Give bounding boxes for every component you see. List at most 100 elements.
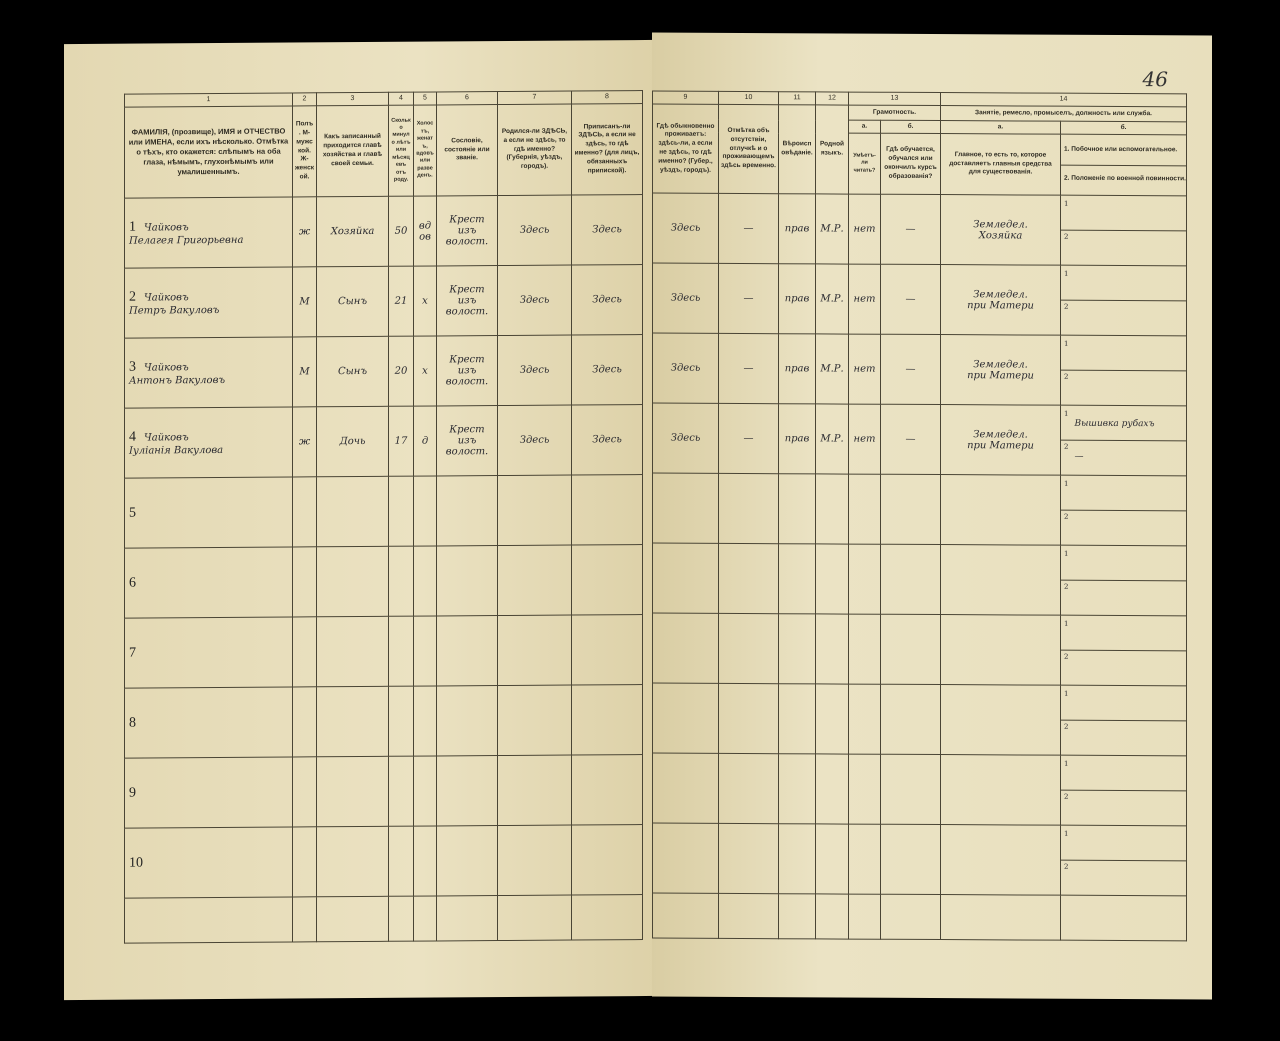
estate: изъ волост. [445,225,489,248]
table-row: 5 [124,474,643,549]
registered-place: Здесь [592,224,622,236]
age: 20 [394,365,408,377]
main-occupation [943,580,1058,581]
table-row: Здесь — прав М.Р. нет — Земледел. при Матери 1 2 [652,333,1187,406]
military-status: 2 [1061,300,1186,334]
military-status: 2 [1061,370,1186,404]
sex: М [299,296,310,308]
side-occupation: 1 [1061,757,1187,791]
header-occupation: Занятіе, ремесло, промыселъ, должность и… [940,105,1187,122]
col-number: 2 [292,92,317,106]
census-table-right: 9 10 11 12 13 14 Гдѣ обыкновенно прожива… [652,91,1187,942]
main-occupation: при Матери [967,369,1034,382]
residence: Здесь [670,362,701,374]
main-occupation [943,650,1058,651]
can-read: нет [853,223,876,235]
header-row: ФАМИЛІЯ, (прозвище), ИМЯ и ОТЧЕСТВО или … [124,103,643,199]
relation: Хозяйка [330,225,375,238]
header-marital: Холостъ, женатъ, вдовъ или разведенъ. [413,104,437,197]
col-number: 4 [388,92,414,106]
main-occupation [943,860,1058,861]
surname: Чайковъ [144,432,189,444]
age: 21 [394,295,408,307]
header-relation: Какъ записанный приходится главѣ хозяйст… [316,105,389,197]
row-number: 2 [129,289,136,305]
marital-status: х [422,295,428,307]
age: 17 [394,435,408,447]
main-occupation: при Матери [967,439,1034,452]
table-row: 2 Чайковъ Петръ Вакуловъ М Сынъ 21 х Крест изъ в… [124,264,643,339]
table-row: Здесь — прав М.Р. нет — Земледел. при Матери 1 Вы… [652,403,1187,476]
header-side-occupation: 1. Побочное или вспомогательное. 2. Поло… [1060,134,1187,196]
marital-status: вдов [418,220,432,243]
sub-number: 1 [1064,409,1069,418]
religion: прав [784,363,810,375]
row-number: 8 [129,715,136,731]
header-group-row: Гдѣ обыкновенно проживаетъ: здѣсь-ли, а … [652,104,1187,195]
side-occupation: 1 Вышивка рубахъ [1061,407,1187,441]
sub-number: 1 [1064,829,1069,838]
registered-place: Здесь [592,294,622,306]
page-number: 46 [1142,67,1168,92]
religion: прав [784,433,810,445]
name-line-1: 8 [129,714,290,731]
row-number: 4 [129,429,136,445]
table-row: 6 [124,544,643,619]
row-number: 5 [129,505,136,521]
estate: Крест [449,214,485,226]
side-occupation: 1 [1061,267,1187,301]
age: 50 [394,225,408,237]
marital-status: х [422,365,428,377]
header-main-occupation: Главное, то есть то, которое доставляетъ… [940,133,1061,196]
table-row: Здесь — прав М.Р. нет — Земледел. Хозяйка 1 2 [652,193,1187,266]
col-number: 1 [124,92,293,108]
relation: Сынъ [337,295,368,308]
row-number: 10 [129,855,143,871]
header-residence: Гдѣ обыкновенно проживаетъ: здѣсь-ли, а … [652,104,719,194]
main-occupation [943,510,1058,511]
native-language: М.Р. [820,293,844,305]
estate: Крест [449,284,485,296]
name-line-1: 4 Чайковъ [129,428,290,445]
side-occupation-value: Вышивка рубахъ [1074,418,1155,429]
sub-number: 1 [1064,479,1069,488]
sub-number: 2 [1064,722,1069,731]
main-occupation [943,580,1058,581]
given-name: Антонъ Вакуловъ [129,374,226,387]
registered-place: Здесь [592,364,622,376]
main-occupation [943,860,1058,861]
header-literacy: Грамотность. [848,105,941,121]
main-occupation [943,790,1058,791]
given-name: Іуліанія Вакулова [129,444,224,457]
row-number: 7 [129,645,136,661]
col-number: 12 [815,91,849,106]
sub-number: 2 [1064,512,1069,521]
blank-row [652,893,1187,941]
sex: М [299,366,310,378]
row-number: 6 [129,575,136,591]
table-row: 3 Чайковъ Антонъ Вакуловъ М Сынъ 20 х Крест изъ … [124,334,643,409]
main-occupation: Земледел. [973,288,1028,301]
given-name: Петръ Вакуловъ [129,304,220,317]
header-birthplace: Родился-ли ЗДѢСЬ, а если не здѣсь, то гд… [497,104,572,196]
residence: Здесь [670,292,701,304]
sub-number: 2 [1064,862,1069,871]
header-registered: Приписанъ-ли ЗДѢСЬ, а если не здѣсь, то … [571,103,643,196]
main-occupation: Земледел. [973,218,1028,231]
row-number: 3 [129,359,136,375]
marital-status: д [421,435,429,447]
military-status: 2 [1061,510,1186,544]
can-read: нет [853,433,876,445]
col-number: 13 [848,92,941,106]
sub-number: 2 [1064,582,1069,591]
birthplace: Здесь [519,224,550,236]
residence: Здесь [670,432,701,444]
header-letter: а. [848,120,881,134]
header-side: 1. Побочное или вспомогательное. [1061,136,1187,166]
military-status-value: — [1074,451,1084,462]
header-name: ФАМИЛІЯ, (прозвище), ИМЯ и ОТЧЕСТВО или … [124,105,293,199]
col-number: 6 [436,91,498,105]
